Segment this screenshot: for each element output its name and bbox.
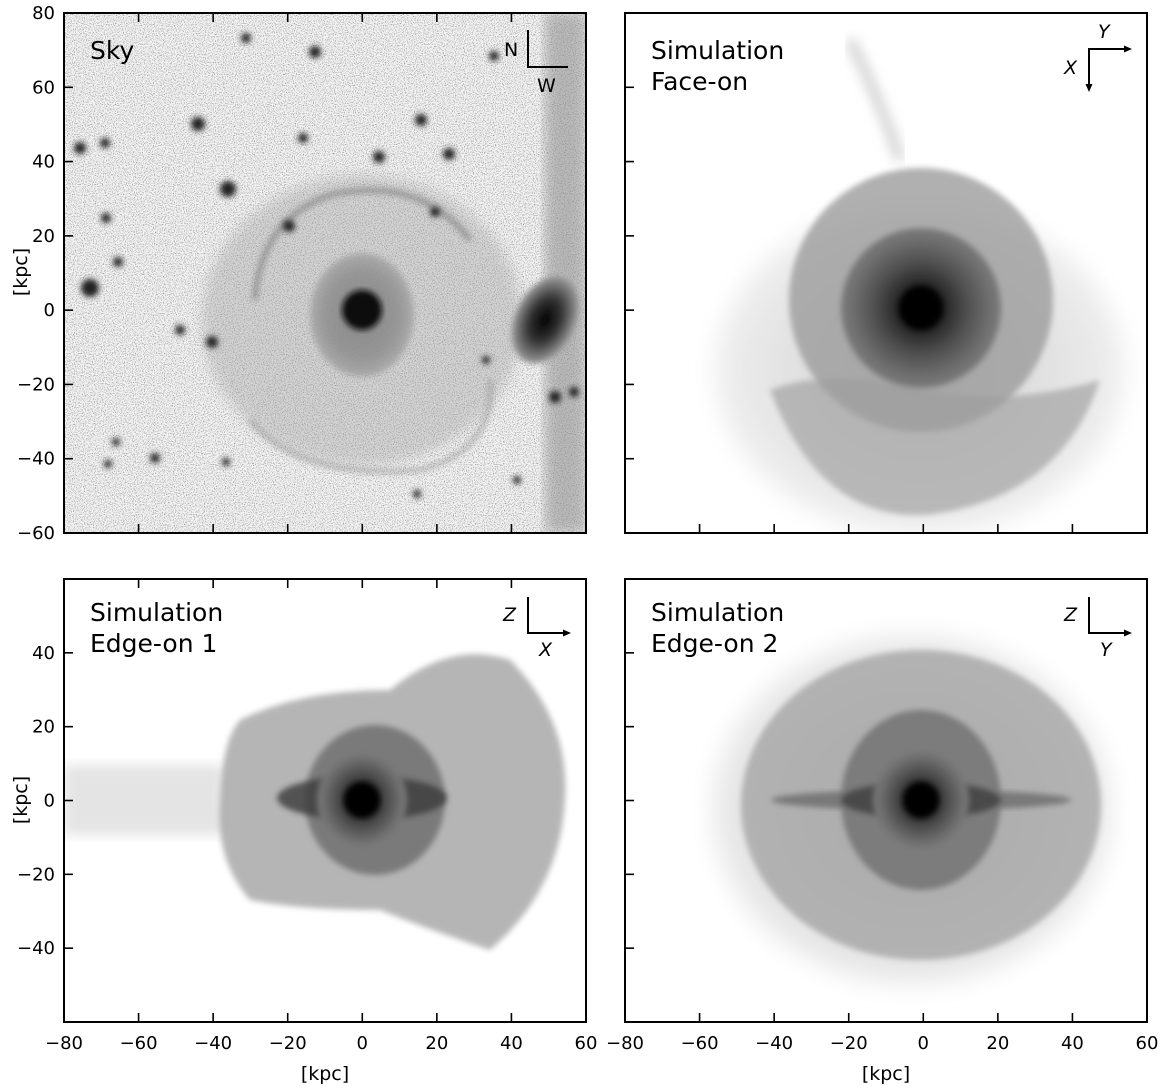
x-tick-label: −60	[120, 1033, 158, 1054]
y-tick-label: 0	[44, 300, 55, 321]
x-tick-label: −20	[269, 1033, 307, 1054]
x-tick-label: 60	[575, 1033, 598, 1054]
y-tick-label: −40	[17, 449, 55, 470]
x-tick-label: −80	[45, 1033, 83, 1054]
compass-up-label: Z	[502, 604, 517, 626]
x-tick-label: 40	[1061, 1033, 1084, 1054]
panel-label-line: Face-on	[651, 67, 748, 96]
x-tick-label: 0	[357, 1033, 368, 1054]
compass-face-on: Y X	[1063, 21, 1132, 92]
y-tick-label: 80	[32, 3, 55, 24]
panel-label-line: Edge-on 1	[90, 629, 217, 658]
panel-face-on: Simulation Face-on Y X	[624, 12, 1148, 534]
y-tick-label: −40	[17, 938, 55, 959]
panel-label-line: Edge-on 2	[651, 629, 778, 658]
edge-on-1-image	[64, 579, 586, 1022]
face-on-frame	[624, 12, 1148, 534]
panel-label-line: Simulation	[90, 598, 223, 627]
x-tick-label: −60	[681, 1033, 719, 1054]
x-tick-label: 60	[1136, 1033, 1159, 1054]
axis-ticks: 80 60 40 20 0 −20 −40 −60 −80 −60 −40 −20 0 20 40 60 40 2…	[17, 3, 1158, 1054]
compass-side-label: X	[538, 639, 553, 661]
sky-image	[64, 13, 586, 533]
panel-sky: Sky N W	[63, 12, 587, 534]
y-tick-label: 60	[32, 77, 55, 98]
y-tick-label: 40	[32, 152, 55, 173]
panel-label-line: Simulation	[651, 598, 784, 627]
x-tick-label: −40	[194, 1033, 232, 1054]
sky-frame	[63, 12, 587, 534]
face-on-image	[625, 13, 1147, 533]
y-tick-label: 40	[32, 643, 55, 664]
panel-label-line: Simulation	[651, 36, 784, 65]
x-tick-label: −20	[830, 1033, 868, 1054]
compass-north-label: N	[504, 39, 518, 61]
x-tick-label: 0	[918, 1033, 929, 1054]
panel-label-line: Sky	[90, 36, 134, 65]
y-tick-label: −20	[17, 374, 55, 395]
panel-edge-on-1: Simulation Edge-on 1 Z X	[63, 578, 587, 1023]
compass-side-label: X	[1063, 57, 1078, 79]
compass-west-label: W	[537, 75, 556, 97]
x-tick-label: 20	[986, 1033, 1009, 1054]
y-axis-title-bottom: [kpc]	[10, 776, 32, 824]
x-tick-label: 40	[500, 1033, 523, 1054]
x-axis-title-left: [kpc]	[301, 1063, 349, 1085]
x-tick-label: 20	[425, 1033, 448, 1054]
y-axis-title-top: [kpc]	[10, 248, 32, 296]
y-tick-label: −60	[17, 523, 55, 544]
y-tick-label: 20	[32, 226, 55, 247]
panel-edge-on-2: Simulation Edge-on 2 Z Y	[624, 578, 1148, 1023]
compass-up-label: Z	[1063, 604, 1078, 626]
x-axis-title-right: [kpc]	[862, 1063, 910, 1085]
y-tick-label: −20	[17, 864, 55, 885]
compass-edge-on-2: Z Y	[1063, 597, 1132, 661]
edge-on-2-image	[625, 579, 1147, 1022]
y-tick-label: 0	[44, 791, 55, 812]
compass-sky: N W	[504, 30, 568, 97]
compass-side-label: Y	[1100, 639, 1113, 661]
compass-edge-on-1: Z X	[502, 597, 571, 661]
compass-up-label: Y	[1098, 21, 1111, 43]
y-tick-label: 20	[32, 717, 55, 738]
x-tick-label: −40	[755, 1033, 793, 1054]
x-tick-label: −80	[606, 1033, 644, 1054]
